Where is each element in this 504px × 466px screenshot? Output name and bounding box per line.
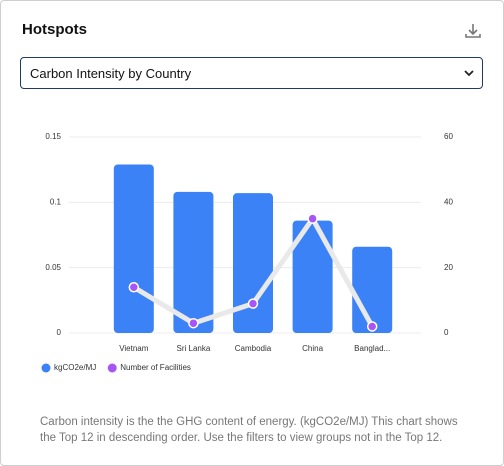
footnote: Carbon intensity is the the GHG content … bbox=[40, 416, 458, 444]
y-tick-label: 0.1 bbox=[50, 197, 62, 206]
legend-swatch bbox=[41, 363, 51, 373]
bar bbox=[113, 164, 154, 333]
y2-tick-label: 60 bbox=[444, 132, 453, 141]
select-value: Carbon Intensity by Country bbox=[30, 66, 192, 81]
x-tick-label: Vietnam bbox=[119, 344, 149, 353]
legend-label: Number of Facilities bbox=[120, 363, 191, 372]
y-tick-label: 0 bbox=[57, 328, 62, 337]
metric-select[interactable]: Carbon Intensity by Country bbox=[20, 57, 483, 89]
point bbox=[247, 298, 259, 309]
bar bbox=[173, 191, 214, 333]
download-button[interactable] bbox=[463, 21, 483, 41]
y2-tick-label: 20 bbox=[444, 263, 453, 272]
point bbox=[128, 282, 140, 293]
point bbox=[307, 213, 318, 224]
chevron bbox=[464, 70, 474, 77]
legend-label: kgCO2e/MJ bbox=[54, 363, 96, 372]
y-tick-label: 0.15 bbox=[45, 132, 61, 141]
point bbox=[188, 317, 199, 329]
x-tick-label: Sri Lanka bbox=[177, 344, 211, 353]
bar bbox=[233, 193, 273, 333]
x-tick-label: China bbox=[302, 344, 323, 353]
y2-tick-label: 0 bbox=[444, 328, 449, 337]
card-title: Hotspots bbox=[22, 21, 87, 38]
chart: 0 0.05 0.1 0.15 0 20 40 60 Vietnam Sri Lanka Cambo… bbox=[41, 132, 453, 373]
bar bbox=[292, 220, 333, 333]
x-tick-label: Banglad... bbox=[354, 344, 390, 353]
y2-tick-label: 40 bbox=[444, 197, 453, 206]
point bbox=[366, 321, 378, 332]
legend-swatch bbox=[107, 363, 117, 373]
bar bbox=[352, 246, 393, 333]
x-tick-label: Cambodia bbox=[235, 344, 272, 353]
y-tick-label: 0.05 bbox=[45, 263, 61, 272]
